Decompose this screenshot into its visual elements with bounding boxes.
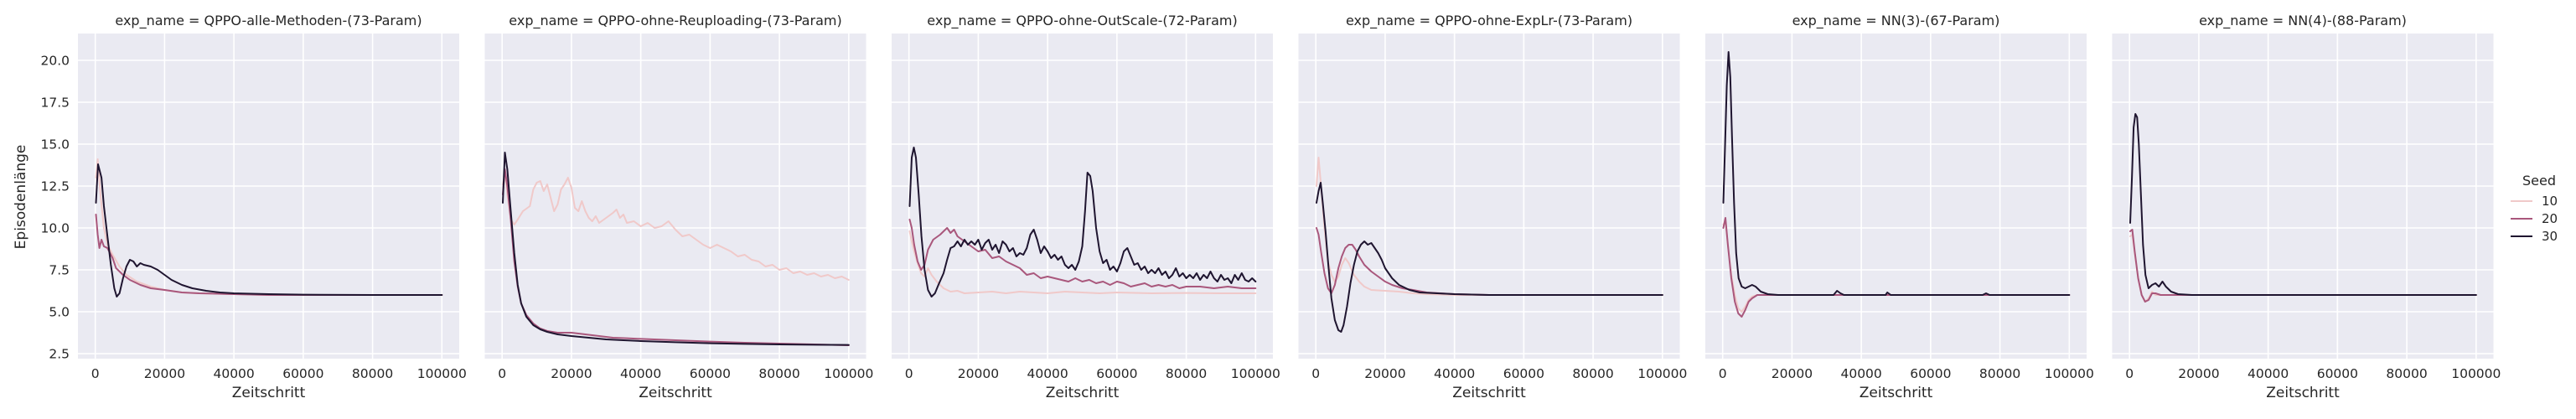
legend-entry: 20	[2511, 211, 2558, 226]
series-line-seed-30	[2129, 113, 2477, 296]
x-axis-label: Zeitschritt	[232, 385, 306, 401]
x-axis-label: Zeitschritt	[1452, 385, 1526, 401]
x-tick-label: 0	[91, 366, 100, 381]
x-tick-label: 0	[905, 366, 913, 381]
legend-label: 30	[2542, 229, 2558, 244]
x-tick-label: 40000	[2248, 366, 2289, 381]
x-tick-label: 0	[2125, 366, 2134, 381]
facet-title: exp_name = NN(4)-(88-Param)	[2199, 13, 2407, 29]
x-tick-label: 20000	[2178, 366, 2219, 381]
y-tick-label: 17.5	[40, 96, 70, 111]
legend-entry: 30	[2511, 229, 2558, 244]
x-axis-label: Zeitschritt	[639, 385, 712, 401]
x-tick-label: 0	[1719, 366, 1727, 381]
y-tick-label: 12.5	[40, 179, 70, 194]
x-tick-label: 80000	[352, 366, 393, 381]
x-tick-label: 80000	[2386, 366, 2427, 381]
x-tick-label: 0	[1311, 366, 1320, 381]
x-tick-label: 20000	[958, 366, 999, 381]
facet-title: exp_name = QPPO-ohne-ExpLr-(73-Param)	[1346, 13, 1632, 29]
plot-area	[2112, 34, 2494, 359]
series-line-seed-10	[908, 230, 1257, 294]
plot-area	[1705, 34, 2087, 359]
x-tick-label: 80000	[1166, 366, 1207, 381]
plot-area	[484, 34, 866, 359]
x-tick-label: 100000	[1231, 366, 1280, 381]
series-line-seed-30	[1316, 182, 1663, 333]
x-axis-label: Zeitschritt	[1046, 385, 1120, 401]
x-tick-label: 80000	[1979, 366, 2020, 381]
series-line-seed-30	[908, 147, 1257, 297]
y-tick-label: 2.5	[49, 347, 70, 362]
x-tick-label: 100000	[1637, 366, 1687, 381]
x-tick-label: 40000	[620, 366, 661, 381]
series-line-seed-10	[502, 173, 850, 281]
x-tick-label: 80000	[758, 366, 799, 381]
chart-panels: exp_name = QPPO-alle-Methoden-(73-Param)…	[40, 13, 2501, 401]
plot-area	[892, 34, 1273, 359]
x-tick-label: 100000	[2045, 366, 2094, 381]
x-tick-label: 60000	[282, 366, 323, 381]
x-tick-label: 20000	[1364, 366, 1405, 381]
x-tick-label: 20000	[144, 366, 185, 381]
x-tick-label: 40000	[1434, 366, 1475, 381]
x-tick-label: 100000	[2451, 366, 2501, 381]
series-line-seed-20	[908, 219, 1257, 289]
facet-title: exp_name = QPPO-ohne-Reuploading-(73-Par…	[509, 13, 841, 29]
x-tick-label: 20000	[551, 366, 592, 381]
plot-area	[1298, 34, 1680, 359]
x-tick-label: 40000	[1027, 366, 1068, 381]
x-tick-label: 40000	[1840, 366, 1881, 381]
x-tick-label: 60000	[1910, 366, 1951, 381]
x-tick-label: 60000	[690, 366, 731, 381]
facet-panel: exp_name = NN(3)-(67-Param) 0 20000 40000 60…	[1705, 13, 2094, 401]
y-tick-label: 20.0	[40, 54, 70, 69]
x-tick-label: 80000	[1572, 366, 1613, 381]
legend-label: 10	[2542, 194, 2558, 209]
series-line-seed-30	[502, 152, 850, 346]
plot-area	[78, 34, 459, 359]
x-tick-label: 0	[498, 366, 506, 381]
x-tick-label: 60000	[1503, 366, 1544, 381]
legend: Seed 10 20 30	[2511, 173, 2558, 244]
legend-entry: 10	[2511, 194, 2558, 209]
y-tick-label: 5.0	[49, 305, 70, 320]
y-axis-label: Episodenlänge	[13, 145, 29, 250]
x-tick-label: 100000	[824, 366, 873, 381]
series-line-seed-30	[95, 163, 443, 297]
facet-panel: exp_name = NN(4)-(88-Param) 0 20000 40000 60…	[2112, 13, 2501, 401]
x-tick-label: 60000	[2317, 366, 2358, 381]
x-axis-label: Zeitschritt	[1860, 385, 1933, 401]
facet-panel: exp_name = QPPO-ohne-ExpLr-(73-Param) 0 20…	[1298, 13, 1687, 401]
x-tick-label: 100000	[417, 366, 467, 381]
x-tick-label: 20000	[1772, 366, 1813, 381]
facet-panel: exp_name = QPPO-alle-Methoden-(73-Param)…	[40, 13, 466, 401]
legend-label: 20	[2542, 211, 2558, 226]
facet-panel: exp_name = QPPO-ohne-Reuploading-(73-Par…	[484, 13, 873, 401]
facet-title: exp_name = QPPO-ohne-OutScale-(72-Param)	[927, 13, 1237, 29]
facet-title: exp_name = NN(3)-(67-Param)	[1792, 13, 2000, 29]
x-axis-label: Zeitschritt	[2266, 385, 2340, 401]
facet-title: exp_name = QPPO-alle-Methoden-(73-Param)	[115, 13, 422, 29]
facet-panel: exp_name = QPPO-ohne-OutScale-(72-Param)…	[892, 13, 1280, 401]
legend-title: Seed	[2522, 173, 2556, 189]
y-tick-label: 7.5	[49, 263, 70, 278]
x-tick-label: 40000	[213, 366, 254, 381]
y-tick-label: 15.0	[40, 137, 70, 153]
y-tick-label: 10.0	[40, 221, 70, 236]
legend-entries: 10 20 30	[2511, 194, 2558, 244]
x-tick-label: 60000	[1096, 366, 1137, 381]
series-line-seed-30	[1722, 51, 2071, 296]
